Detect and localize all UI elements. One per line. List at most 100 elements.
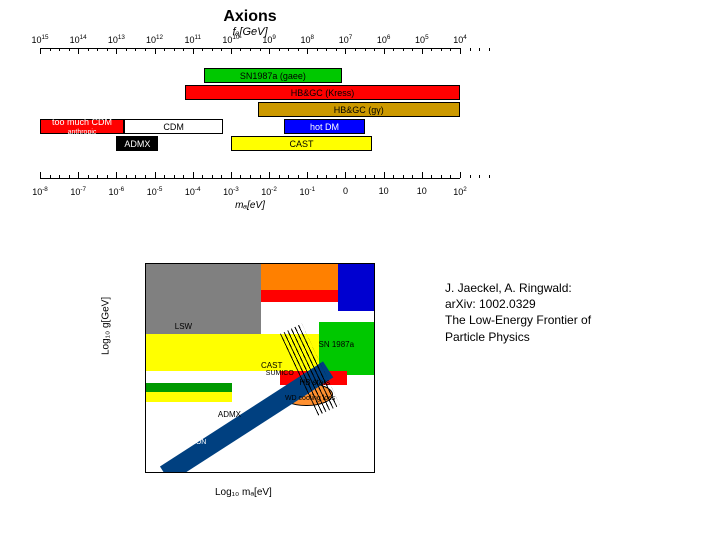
top-tick [193, 48, 194, 54]
constraint-box-cast: CAST [231, 136, 372, 151]
y-tick [145, 404, 146, 405]
bottom-tick [384, 172, 385, 178]
bottom-minor-tick [50, 175, 51, 178]
chart-title: Axions [40, 8, 460, 26]
top-tick [155, 48, 156, 54]
bottom-tick-label: 102 [453, 186, 467, 197]
top-minor-tick [250, 48, 251, 51]
citation-line: Particle Physics [445, 329, 685, 345]
bottom-tick-label: 10-4 [185, 186, 201, 197]
bottom-tick [155, 172, 156, 178]
top-minor-tick [145, 48, 146, 51]
top-tick-label: 109 [262, 34, 276, 45]
top-minor-tick [69, 48, 70, 51]
bottom-tick [231, 172, 232, 178]
top-minor-tick [240, 48, 241, 51]
admx-label: ADMX [218, 410, 241, 419]
bottom-tick [78, 172, 79, 178]
top-minor-tick [50, 48, 51, 51]
top-tick [78, 48, 79, 54]
region-lsw-region [146, 264, 261, 334]
top-minor-tick [59, 48, 60, 51]
bottom-minor-tick [317, 175, 318, 178]
bottom-minor-tick [403, 175, 404, 178]
bottom-tick-label: 10-2 [261, 186, 277, 197]
bottom-tick-label: 10-8 [32, 186, 48, 197]
citation-line: arXiv: 1002.0329 [445, 296, 685, 312]
top-tick [345, 48, 346, 54]
region-ee-invis [261, 290, 338, 303]
bottom-minor-tick [355, 175, 356, 178]
citation-line: The Low-Energy Frontier of [445, 312, 685, 328]
hb-label: HB stars [299, 378, 330, 387]
bottom-tick-label: 10 [417, 186, 427, 196]
top-tick [384, 48, 385, 54]
bottom-minor-tick [489, 175, 490, 178]
bottom-minor-tick [135, 175, 136, 178]
bottom-minor-tick [479, 175, 480, 178]
bottom-minor-tick [393, 175, 394, 178]
top-minor-tick [279, 48, 280, 51]
bottom-minor-tick [164, 175, 165, 178]
constraint-box-hb-gc-gp: HB&GC (gγ) [258, 102, 460, 117]
bottom-tick-label: 10-1 [299, 186, 315, 197]
bottom-tick [269, 172, 270, 178]
bottom-minor-tick [97, 175, 98, 178]
top-tick [307, 48, 308, 54]
cast-label: CAST [261, 361, 282, 370]
top-minor-tick [298, 48, 299, 51]
constraint-box-admx: ADMX [116, 136, 158, 151]
top-minor-tick [107, 48, 108, 51]
bottom-minor-tick [107, 175, 108, 178]
top-tick-label: 108 [301, 34, 315, 45]
top-minor-tick [88, 48, 89, 51]
top-minor-tick [212, 48, 213, 51]
top-minor-tick [355, 48, 356, 51]
bottom-tick [116, 172, 117, 178]
top-tick [269, 48, 270, 54]
bottom-tick-label: 10-7 [70, 186, 86, 197]
top-tick-label: 1011 [184, 34, 201, 45]
bottom-minor-tick [260, 175, 261, 178]
region-gburst [146, 383, 232, 392]
top-minor-tick [403, 48, 404, 51]
bottom-minor-tick [279, 175, 280, 178]
top-tick-label: 105 [415, 34, 429, 45]
bottom-minor-tick [326, 175, 327, 178]
constraint-box-hb-gc-kress: HB&GC (Kress) [185, 85, 460, 100]
bottom-tick [307, 172, 308, 178]
bottom-minor-tick [202, 175, 203, 178]
bottom-minor-tick [183, 175, 184, 178]
bottom-minor-tick [212, 175, 213, 178]
top-tick-label: 1010 [222, 34, 239, 45]
top-minor-tick [489, 48, 490, 51]
top-tick-label: 1013 [108, 34, 125, 45]
top-tick-label: 106 [377, 34, 391, 45]
top-minor-tick [412, 48, 413, 51]
bottom-minor-tick [431, 175, 432, 178]
bottom-minor-tick [59, 175, 60, 178]
top-minor-tick [288, 48, 289, 51]
top-minor-tick [183, 48, 184, 51]
bottom-minor-tick [126, 175, 127, 178]
constraint-box-hot-dm: hot DM [284, 119, 364, 134]
bottom-tick-label: 10-3 [223, 186, 239, 197]
bottom-minor-tick [336, 175, 337, 178]
top-tick-label: 1015 [31, 34, 48, 45]
top-minor-tick [317, 48, 318, 51]
top-tick [422, 48, 423, 54]
plot-area: 0-3-6-9-12-15-18-15-12-9-6-30369LSWCASTS… [145, 263, 375, 473]
top-minor-tick [164, 48, 165, 51]
y-axis-title: Log₁₀ g[GeV] [101, 297, 112, 355]
top-minor-tick [97, 48, 98, 51]
bottom-minor-tick [88, 175, 89, 178]
top-minor-tick [135, 48, 136, 51]
bottom-minor-tick [288, 175, 289, 178]
top-minor-tick [221, 48, 222, 51]
sumico-label: SUMICO [266, 370, 294, 377]
constraint-box-cdm: CDM [124, 119, 223, 134]
top-tick-label: 1014 [70, 34, 87, 45]
top-tick [40, 48, 41, 54]
axion-exclusion-2d-plot: 0-3-6-9-12-15-18-15-12-9-6-30369LSWCASTS… [110, 255, 400, 505]
top-tick-label: 1012 [146, 34, 163, 45]
